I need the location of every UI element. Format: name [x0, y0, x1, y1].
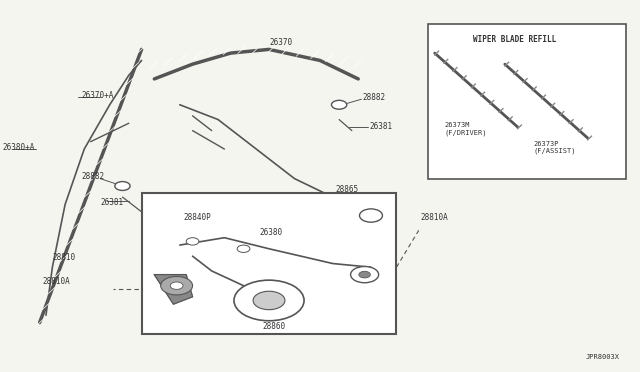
Text: 28810: 28810	[52, 253, 76, 263]
Text: 26381: 26381	[370, 122, 393, 131]
Circle shape	[115, 182, 130, 190]
Text: WIPER BLADE REFILL: WIPER BLADE REFILL	[473, 35, 556, 44]
Text: JPR8003X: JPR8003X	[586, 353, 620, 359]
Text: 28840P: 28840P	[183, 213, 211, 222]
Text: 26381: 26381	[100, 198, 124, 207]
Circle shape	[360, 209, 383, 222]
Circle shape	[170, 282, 183, 289]
Text: (F/DRIVER): (F/DRIVER)	[444, 129, 487, 136]
Circle shape	[186, 238, 199, 245]
Circle shape	[161, 276, 193, 295]
Circle shape	[351, 266, 379, 283]
Circle shape	[237, 245, 250, 253]
Text: 28860: 28860	[262, 322, 286, 331]
FancyBboxPatch shape	[141, 193, 396, 334]
Text: 28865: 28865	[336, 185, 359, 194]
FancyBboxPatch shape	[428, 23, 626, 179]
Text: 26380: 26380	[259, 228, 283, 237]
Text: 26380+A: 26380+A	[3, 143, 35, 152]
Text: 26370+A: 26370+A	[81, 91, 113, 100]
Circle shape	[359, 271, 371, 278]
Text: 28810A: 28810A	[43, 278, 70, 286]
Polygon shape	[154, 275, 193, 304]
Circle shape	[253, 291, 285, 310]
Text: 26370: 26370	[269, 38, 292, 46]
Text: 28810A: 28810A	[420, 213, 448, 222]
Text: 28882: 28882	[81, 172, 104, 181]
Circle shape	[234, 280, 304, 321]
Circle shape	[332, 100, 347, 109]
Text: (F/ASSIST): (F/ASSIST)	[534, 148, 576, 154]
Text: 26373P: 26373P	[534, 141, 559, 147]
Text: 26373M: 26373M	[444, 122, 470, 128]
Text: 28882: 28882	[363, 93, 386, 102]
